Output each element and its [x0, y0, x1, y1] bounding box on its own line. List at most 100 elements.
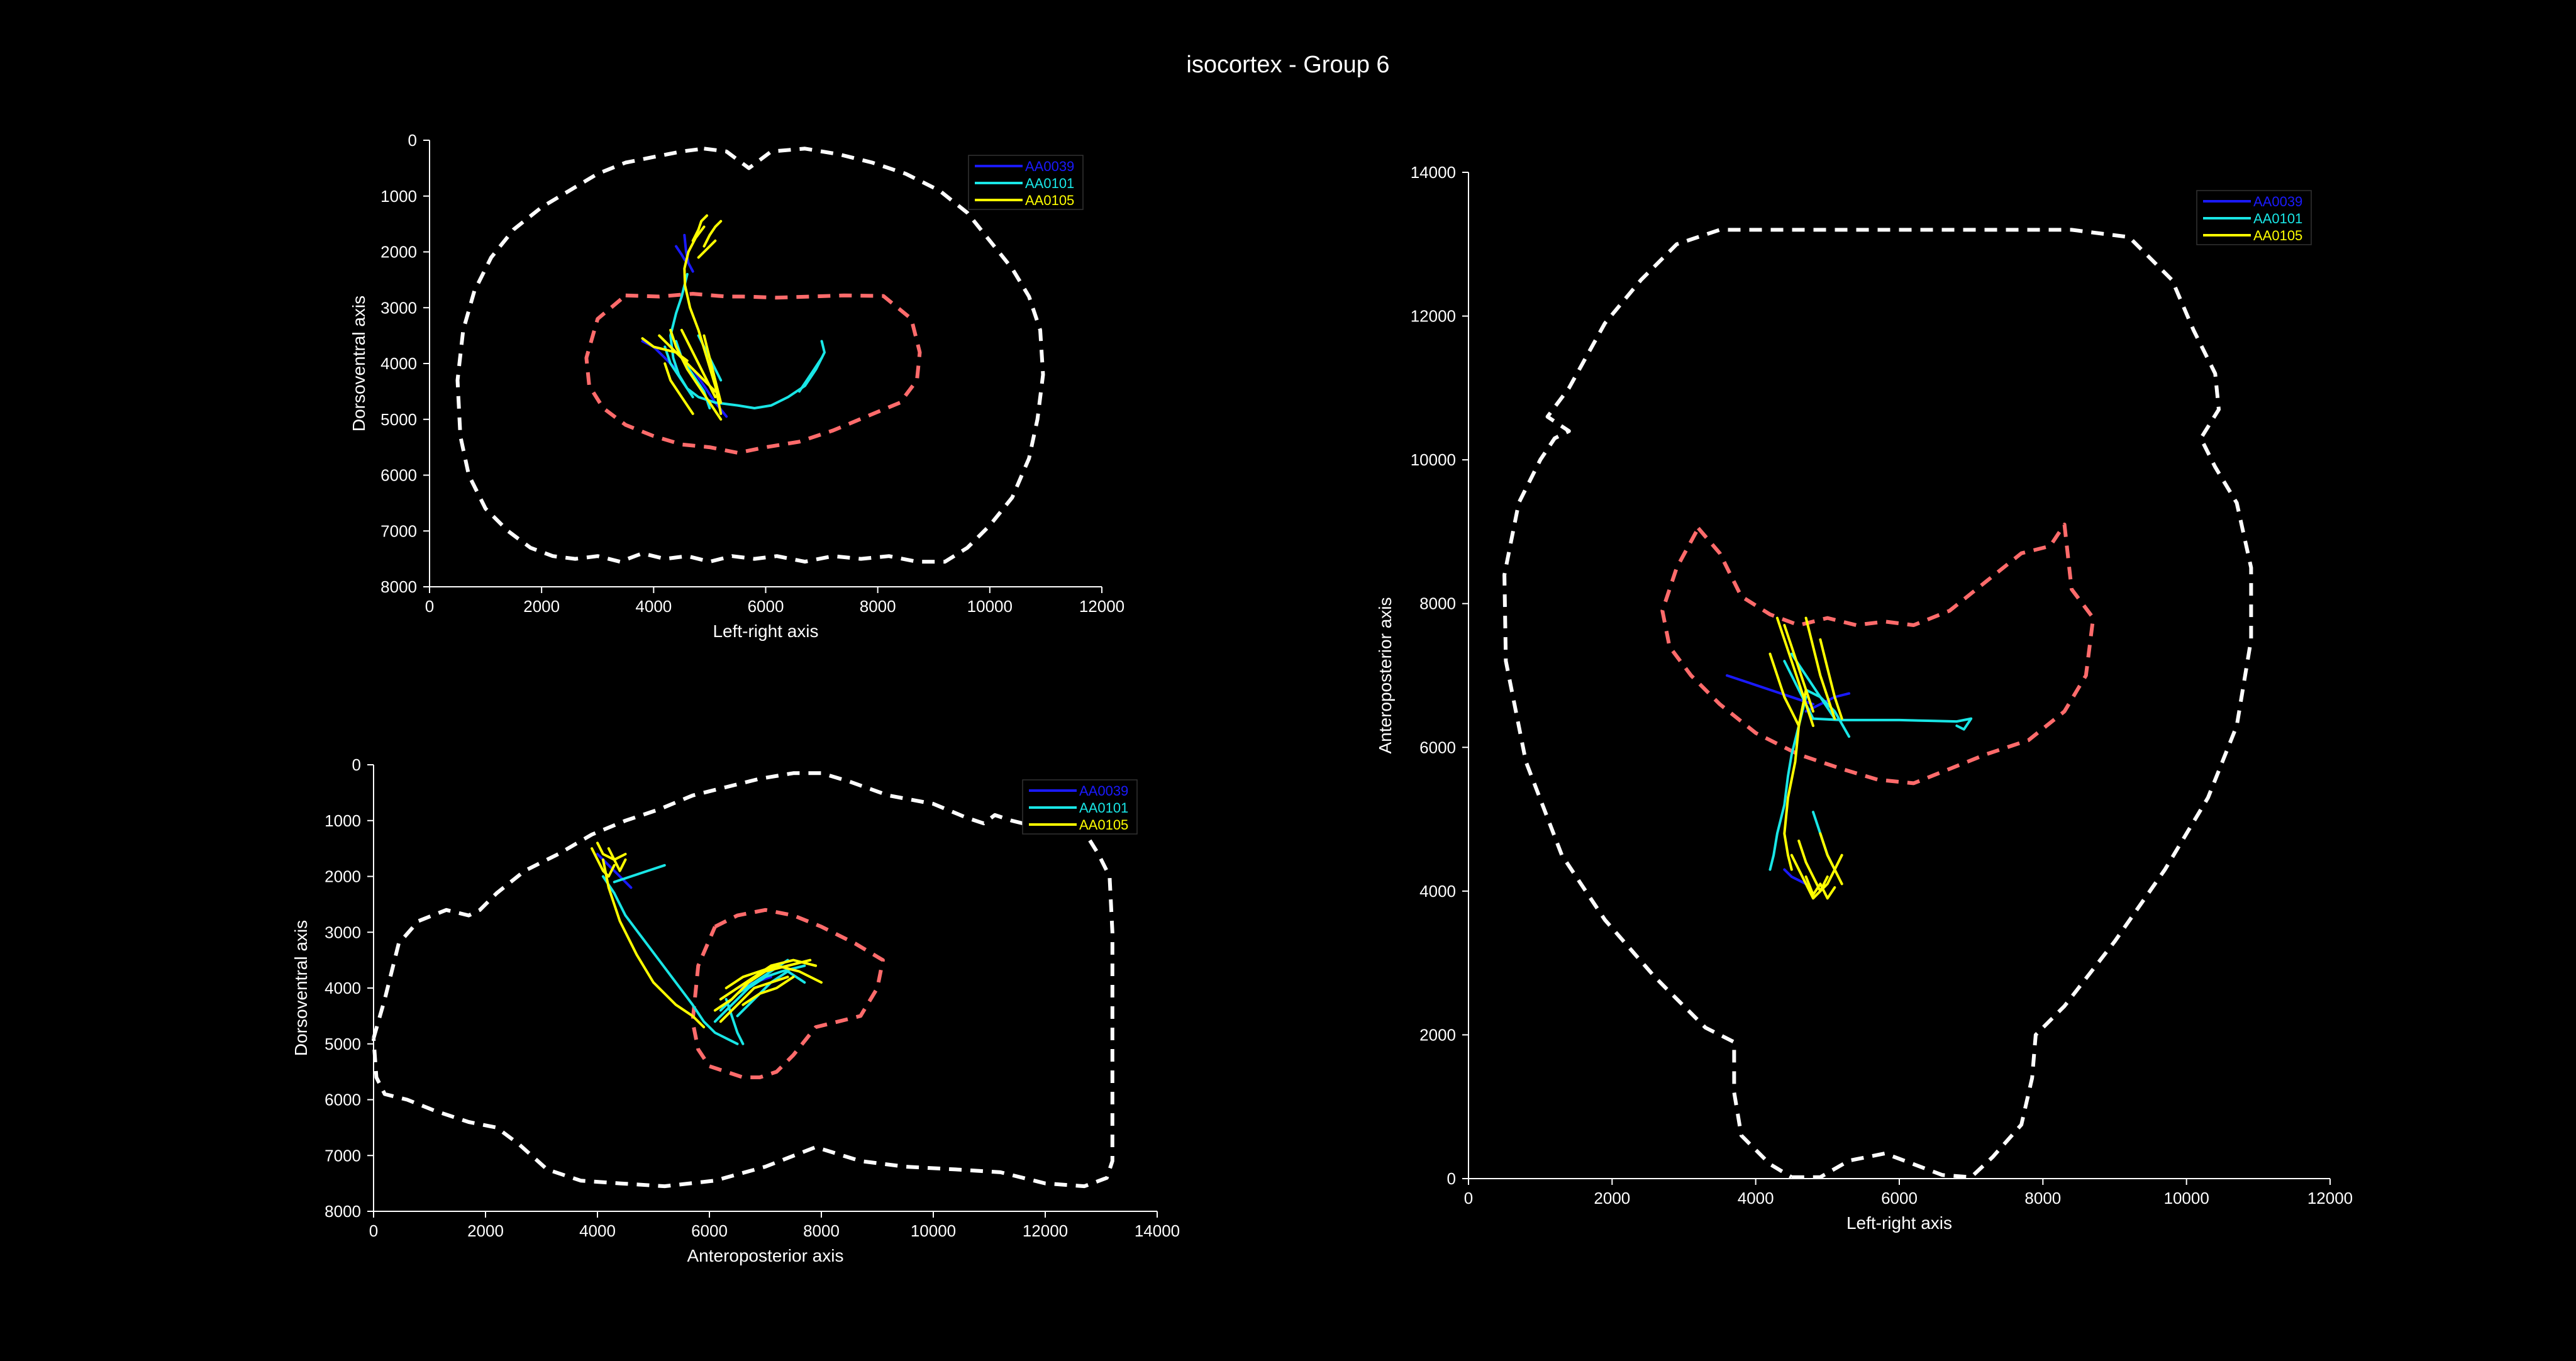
- x-tick-label: 0: [1464, 1189, 1473, 1208]
- x-tick-label: 12000: [2307, 1189, 2353, 1208]
- neuron-branch: [669, 328, 723, 421]
- y-axis-label: Dorsoventral axis: [291, 920, 311, 1056]
- y-tick-label: 14000: [1411, 163, 1456, 182]
- y-tick-label: 4000: [1419, 882, 1456, 901]
- chart-coronal: 0 2000 4000 6000 8000 10000 12000 0 1000 2000 3000…: [349, 131, 1124, 641]
- y-tick-label: 6000: [1419, 738, 1456, 757]
- brain-outline: [455, 147, 1045, 564]
- neuron-AA0105: [641, 214, 723, 421]
- legend-label: AA0039: [1025, 158, 1074, 174]
- y-tick-label: 1000: [380, 187, 417, 206]
- x-tick-label: 0: [425, 597, 434, 616]
- x-tick-label: 14000: [1135, 1221, 1180, 1240]
- neuron-branch: [601, 858, 706, 1029]
- neuron-branch: [724, 997, 745, 1045]
- neuron-branch: [1819, 832, 1843, 886]
- x-tick-label: 6000: [691, 1221, 728, 1240]
- neuron-branch: [1790, 853, 1829, 900]
- neuron-branch: [691, 214, 708, 242]
- chart-horizontal: 0 2000 4000 6000 8000 10000 12000 0 2000 4000 6000…: [1375, 163, 2353, 1233]
- neuron-branch: [658, 334, 717, 393]
- neuron-branch: [596, 842, 627, 861]
- x-tick-label: 2000: [467, 1221, 504, 1240]
- y-tick-label: 6000: [380, 466, 417, 485]
- x-axis-label: Left-right axis: [713, 621, 818, 641]
- x-tick-label: 8000: [803, 1221, 840, 1240]
- legend-label: AA0039: [1079, 783, 1128, 799]
- y-tick-label: 6000: [325, 1091, 361, 1109]
- x-tick-label: 10000: [2164, 1189, 2209, 1208]
- y-tick-label: 4000: [380, 354, 417, 373]
- neuron-branch: [724, 964, 823, 989]
- y-tick-label: 8000: [325, 1202, 361, 1221]
- neuron-branch: [1775, 616, 1814, 727]
- neuron-branch: [1768, 652, 1801, 727]
- chart-sagittal: 0 2000 4000 6000 8000 10000 12000 14000 0 1000 200…: [291, 755, 1180, 1265]
- legend-label: AA0039: [2253, 194, 2302, 209]
- neuron-branch: [683, 225, 723, 415]
- neuron-AA0101: [663, 273, 826, 409]
- y-tick-label: 0: [408, 131, 417, 150]
- neuron-branch: [591, 847, 616, 878]
- y-tick-label: 5000: [325, 1035, 361, 1053]
- y-tick-label: 4000: [325, 979, 361, 997]
- x-tick-label: 4000: [1738, 1189, 1774, 1208]
- neuron-branch: [613, 864, 666, 884]
- x-tick-label: 2000: [1594, 1189, 1630, 1208]
- x-tick-label: 2000: [523, 597, 560, 616]
- neuron-branch: [601, 875, 739, 1045]
- y-tick-label: 2000: [325, 867, 361, 886]
- x-tick-label: 10000: [967, 597, 1013, 616]
- neuron-branch: [719, 975, 789, 1023]
- x-axis-label: Left-right axis: [1846, 1213, 1952, 1233]
- x-axis-label: Anteroposterior axis: [687, 1246, 843, 1265]
- neuron-branch: [680, 328, 717, 399]
- legend-label: AA0101: [1079, 800, 1128, 816]
- y-tick-label: 8000: [1419, 594, 1456, 613]
- y-axis-label: Anteroposterior axis: [1375, 597, 1395, 753]
- brain-outline: [1502, 228, 2253, 1179]
- region-outline: [691, 908, 885, 1079]
- x-tick-label: 8000: [2024, 1189, 2061, 1208]
- legend-label: AA0101: [1025, 175, 1074, 191]
- x-tick-label: 0: [369, 1221, 378, 1240]
- neuron-branch: [798, 357, 823, 393]
- x-tick-label: 8000: [860, 597, 896, 616]
- neuron-branch: [702, 219, 723, 248]
- y-tick-label: 5000: [380, 410, 417, 429]
- neuron-branch: [1783, 624, 1814, 713]
- y-tick-label: 3000: [380, 298, 417, 317]
- brain-outline: [372, 771, 1114, 1189]
- neuron-branch: [607, 847, 627, 872]
- x-tick-label: 6000: [748, 597, 784, 616]
- y-tick-label: 2000: [1419, 1025, 1456, 1044]
- neuron-branch: [1783, 868, 1807, 886]
- x-tick-label: 10000: [911, 1221, 956, 1240]
- legend-label: AA0105: [2253, 228, 2302, 243]
- y-tick-label: 2000: [380, 243, 417, 262]
- neuron-branch: [1819, 638, 1843, 720]
- neuron-branch: [1812, 717, 1973, 731]
- legend-label: AA0105: [1025, 192, 1074, 208]
- neuron-branch: [669, 273, 826, 409]
- x-tick-label: 12000: [1023, 1221, 1068, 1240]
- region-outline: [584, 292, 922, 455]
- figure-title: isocortex - Group 6: [1186, 52, 1390, 78]
- x-tick-label: 4000: [579, 1221, 616, 1240]
- neuron-branch: [1804, 875, 1836, 900]
- neuron-AA0105: [591, 842, 823, 1029]
- y-tick-label: 7000: [380, 521, 417, 540]
- y-tick-label: 12000: [1411, 307, 1456, 326]
- y-tick-label: 1000: [325, 811, 361, 830]
- neuron-branch: [1726, 674, 1814, 706]
- neuron-branch: [713, 958, 812, 1012]
- y-tick-label: 0: [352, 755, 361, 774]
- x-tick-label: 12000: [1079, 597, 1124, 616]
- y-tick-label: 10000: [1411, 450, 1456, 469]
- y-axis-label: Dorsoventral axis: [349, 296, 369, 431]
- y-tick-label: 7000: [325, 1146, 361, 1165]
- neuron-branch: [663, 362, 694, 415]
